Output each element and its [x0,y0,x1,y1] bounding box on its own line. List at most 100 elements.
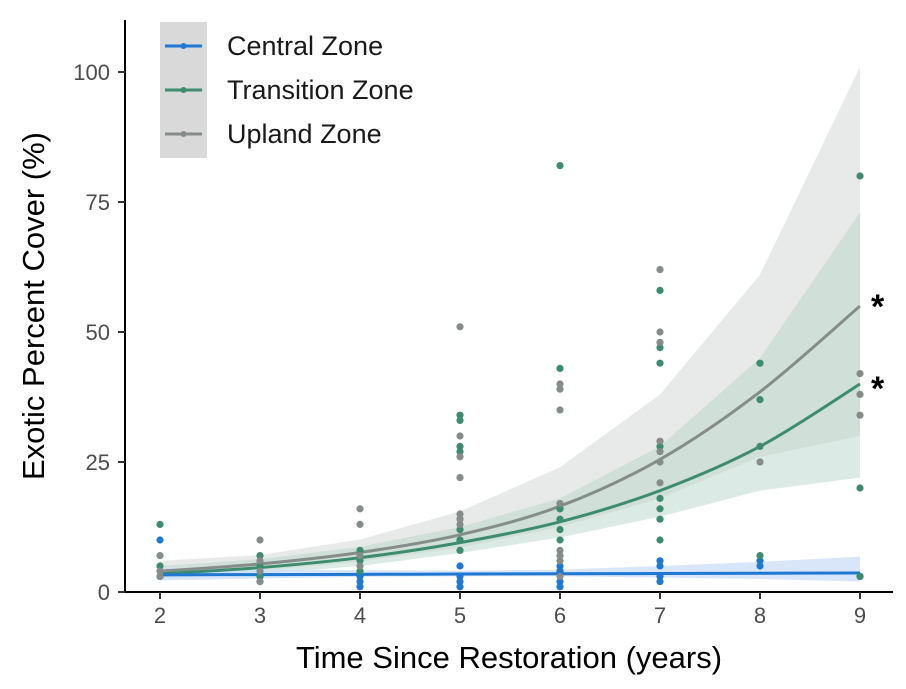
point-central-zone [556,578,564,586]
legend-label-central: Central Zone [227,31,383,61]
point-central-zone [656,578,664,586]
point-transition-zone [556,515,564,523]
point-transition-zone [456,442,464,450]
x-tick-label: 2 [154,603,166,628]
legend-label-upland: Upland Zone [227,119,382,149]
point-transition-zone [156,562,164,570]
point-upland-zone [656,479,664,487]
y-tick-label: 50 [86,320,110,345]
point-transition-zone [756,442,764,450]
point-transition-zone [256,562,264,570]
point-transition-zone [556,536,564,544]
x-tick-label: 9 [854,603,866,628]
point-upland-zone [456,432,464,440]
point-transition-zone [656,442,664,450]
point-central-zone [456,572,464,581]
point-central-zone [756,562,764,570]
point-central-zone [156,536,164,544]
point-transition-zone [256,552,264,560]
point-central-zone [456,562,464,570]
x-tick-label: 4 [354,603,366,628]
x-tick-label: 8 [754,603,766,628]
point-upland-zone [356,505,364,513]
point-transition-zone [656,536,664,544]
x-tick-label: 5 [454,603,466,628]
legend-item-upland: Upland Zone [165,119,382,149]
point-transition-zone [656,286,664,294]
x-axis-ticks: 2 3 4 5 6 7 8 9 [154,592,866,628]
point-upland-zone [356,552,364,560]
point-transition-zone [556,364,564,372]
y-axis-ticks: 0 25 50 75 100 [73,60,125,605]
point-transition-zone [456,448,464,456]
point-upland-zone [156,572,164,581]
point-transition-zone [356,546,364,555]
point-central-zone [456,583,464,591]
y-tick-label: 75 [86,190,110,215]
point-central-zone [656,572,664,581]
transition-significance-asterisk: * [871,370,885,408]
point-upland-zone [656,328,664,336]
point-upland-zone [556,385,564,393]
point-upland-zone [256,536,264,544]
point-transition-zone [856,484,864,492]
point-transition-zone [556,162,564,170]
point-upland-zone [856,390,864,398]
point-upland-zone [556,557,564,565]
point-central-zone [556,562,564,570]
fitted-lines [159,304,861,577]
point-transition-zone [756,396,764,404]
point-upland-zone [656,266,664,274]
point-upland-zone [556,500,564,508]
point-upland-zone [656,448,664,456]
legend: Central Zone Transition Zone Upland Zone [160,22,414,158]
point-transition-zone [156,520,164,529]
point-upland-zone [456,510,464,518]
point-upland-zone [456,474,464,482]
x-tick-label: 6 [554,603,566,628]
point-transition-zone [456,526,464,534]
point-central-zone [756,557,764,565]
legend-label-transition: Transition Zone [227,75,414,105]
point-upland-zone [556,380,564,388]
y-tick-label: 0 [98,580,110,605]
point-upland-zone [156,567,164,575]
point-transition-zone [656,359,664,367]
point-upland-zone [456,520,464,529]
fit-line-upland-zone [159,304,861,573]
point-transition-zone [656,344,664,352]
point-upland-zone [556,406,564,414]
point-transition-zone [256,572,264,581]
point-upland-zone [456,323,464,331]
x-axis-title: Time Since Restoration (years) [296,640,722,675]
point-central-zone [456,578,464,586]
y-tick-label: 25 [86,450,110,475]
legend-item-central: Central Zone [165,31,383,61]
point-central-zone [356,578,364,586]
point-upland-zone [256,557,264,565]
point-upland-zone [556,552,564,560]
y-tick-label: 100 [73,60,110,85]
point-transition-zone [756,359,764,367]
point-transition-zone [456,411,464,419]
point-transition-zone [656,515,664,523]
point-upland-zone [756,458,764,466]
point-upland-zone [356,562,364,570]
point-transition-zone [656,494,664,502]
x-tick-label: 3 [254,603,266,628]
point-upland-zone [456,453,464,461]
x-tick-label: 7 [654,603,666,628]
ci-band-transition-zone [160,212,860,579]
y-axis-title: Exotic Percent Cover (%) [16,132,51,480]
point-transition-zone [456,536,464,544]
point-central-zone [556,583,564,591]
point-transition-zone [356,557,364,565]
fit-line-central-zone [159,571,861,577]
point-transition-zone [356,567,364,575]
point-central-zone [356,572,364,581]
data-points [156,162,864,591]
point-central-zone [656,557,664,565]
point-central-zone [356,583,364,591]
point-upland-zone [556,572,564,581]
upland-significance-asterisk: * [871,288,885,326]
